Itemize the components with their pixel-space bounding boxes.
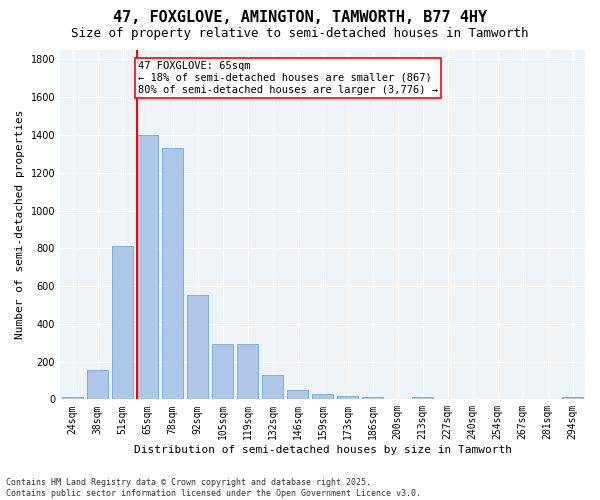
Bar [412, 396, 433, 400]
Bar [87, 370, 108, 400]
Bar [562, 398, 583, 400]
Text: 47, FOXGLOVE, AMINGTON, TAMWORTH, B77 4HY: 47, FOXGLOVE, AMINGTON, TAMWORTH, B77 4H… [113, 10, 487, 25]
Bar [187, 296, 208, 400]
Text: Contains HM Land Registry data © Crown copyright and database right 2025.
Contai: Contains HM Land Registry data © Crown c… [6, 478, 421, 498]
Bar [162, 148, 183, 400]
Bar [262, 375, 283, 400]
Bar [237, 344, 258, 400]
Text: Size of property relative to semi-detached houses in Tamworth: Size of property relative to semi-detach… [71, 28, 529, 40]
Bar [212, 344, 233, 400]
Bar [287, 390, 308, 400]
Bar [312, 394, 333, 400]
Y-axis label: Number of semi-detached properties: Number of semi-detached properties [15, 110, 25, 340]
X-axis label: Distribution of semi-detached houses by size in Tamworth: Distribution of semi-detached houses by … [134, 445, 512, 455]
Text: 47 FOXGLOVE: 65sqm
← 18% of semi-detached houses are smaller (867)
80% of semi-d: 47 FOXGLOVE: 65sqm ← 18% of semi-detache… [138, 62, 438, 94]
Bar [337, 396, 358, 400]
Bar [112, 246, 133, 400]
Bar [62, 396, 83, 400]
Bar [362, 396, 383, 400]
Bar [137, 135, 158, 400]
